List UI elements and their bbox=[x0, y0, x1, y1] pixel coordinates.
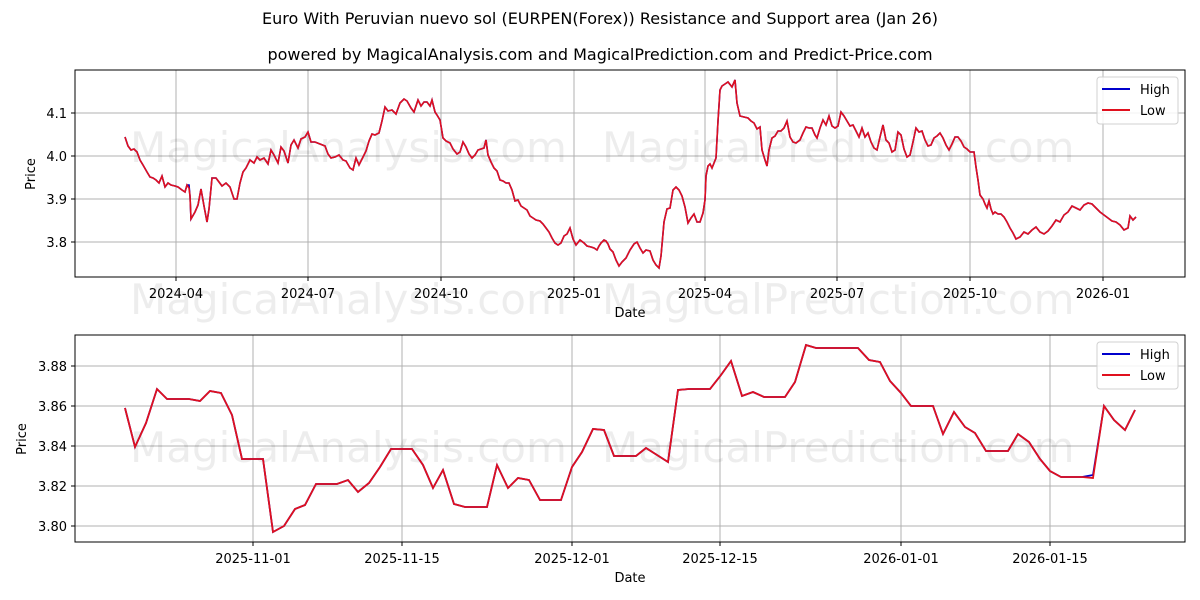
y-tick-label: 3.9 bbox=[46, 193, 67, 208]
x-tick-label: 2024-10 bbox=[414, 287, 468, 302]
y-tick-label: 3.8 bbox=[46, 236, 67, 251]
bottom-chart: MagicalAnalysis.com MagicalPrediction.co… bbox=[15, 334, 1186, 586]
bottom-axes-frame bbox=[74, 334, 1186, 543]
chart-title: Euro With Peruvian nuevo sol (EURPEN(For… bbox=[261, 9, 939, 28]
top-y-tick-labels: 4.1 4.0 3.9 3.8 bbox=[46, 107, 67, 251]
x-tick-label: 2024-04 bbox=[149, 287, 203, 302]
x-tick-label: 2025-11-01 bbox=[215, 552, 291, 567]
top-grid bbox=[75, 70, 1185, 277]
legend-high-label: High bbox=[1140, 83, 1170, 98]
x-tick-label: 2026-01 bbox=[1076, 287, 1130, 302]
y-tick-label: 3.82 bbox=[38, 480, 67, 495]
bottom-y-tick-labels: 3.88 3.86 3.84 3.82 3.80 bbox=[38, 360, 67, 535]
legend-low-label: Low bbox=[1140, 104, 1166, 119]
bottom-ticks bbox=[71, 365, 1051, 546]
bottom-x-axis-label: Date bbox=[614, 571, 645, 586]
x-tick-label: 2025-04 bbox=[678, 287, 732, 302]
y-tick-label: 3.86 bbox=[38, 400, 67, 415]
x-tick-label: 2025-10 bbox=[943, 287, 997, 302]
x-tick-label: 2025-11-15 bbox=[364, 552, 440, 567]
y-tick-label: 3.80 bbox=[38, 520, 67, 535]
bottom-grid bbox=[75, 335, 1185, 542]
top-chart: MagicalAnalysis.com MagicalPrediction.co… bbox=[24, 69, 1186, 324]
watermark: MagicalPrediction.com bbox=[602, 423, 1075, 472]
top-high-line bbox=[124, 79, 1137, 270]
top-ticks bbox=[71, 112, 1104, 281]
y-tick-label: 3.88 bbox=[38, 360, 67, 375]
top-legend: High Low bbox=[1096, 76, 1179, 125]
y-tick-label: 3.84 bbox=[38, 440, 67, 455]
watermark: MagicalAnalysis.com bbox=[130, 423, 567, 472]
x-tick-label: 2024-07 bbox=[281, 287, 335, 302]
legend-high-label: High bbox=[1140, 348, 1170, 363]
watermark: MagicalAnalysis.com bbox=[130, 275, 567, 324]
bottom-y-axis-label: Price bbox=[15, 423, 30, 455]
x-tick-label: 2026-01-15 bbox=[1012, 552, 1088, 567]
legend-low-label: Low bbox=[1140, 369, 1166, 384]
top-low-line bbox=[124, 79, 1137, 270]
top-x-tick-labels: 2024-04 2024-07 2024-10 2025-01 2025-04 … bbox=[149, 287, 1130, 302]
x-tick-label: 2025-07 bbox=[810, 287, 864, 302]
x-tick-label: 2026-01-01 bbox=[863, 552, 939, 567]
chart-subtitle: powered by MagicalAnalysis.com and Magic… bbox=[267, 45, 933, 64]
top-x-axis-label: Date bbox=[614, 306, 645, 321]
bottom-low-line bbox=[124, 343, 1136, 534]
top-y-axis-label: Price bbox=[24, 158, 39, 190]
x-tick-label: 2025-01 bbox=[547, 287, 601, 302]
bottom-x-tick-labels: 2025-11-01 2025-11-15 2025-12-01 2025-12… bbox=[215, 552, 1088, 567]
watermark: MagicalPrediction.com bbox=[602, 275, 1075, 324]
watermark: MagicalPrediction.com bbox=[602, 123, 1075, 172]
top-axes-frame bbox=[74, 69, 1186, 278]
y-tick-label: 4.0 bbox=[46, 150, 67, 165]
x-tick-label: 2025-12-15 bbox=[682, 552, 758, 567]
y-tick-label: 4.1 bbox=[46, 107, 67, 122]
bottom-legend: High Low bbox=[1096, 341, 1179, 390]
x-tick-label: 2025-12-01 bbox=[534, 552, 610, 567]
